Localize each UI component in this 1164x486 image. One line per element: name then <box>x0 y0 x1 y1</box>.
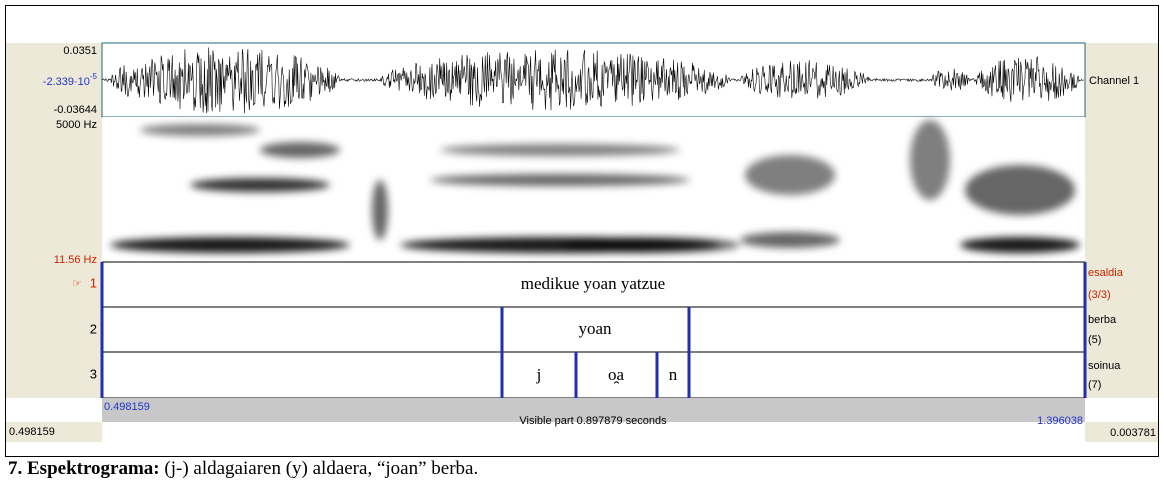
interval: n <box>669 365 678 384</box>
tier-number: 3 <box>90 366 97 381</box>
spectral-band <box>440 144 680 156</box>
tier-name: soinua <box>1088 360 1121 372</box>
interval: o̯a <box>608 365 625 384</box>
interval: j <box>536 365 542 384</box>
interval: yoan <box>578 319 612 338</box>
spectral-band <box>260 142 340 158</box>
spectral-band <box>960 237 1080 253</box>
tier-count: (5) <box>1088 334 1101 346</box>
spectral-band <box>965 165 1075 215</box>
spectral-band <box>372 180 388 240</box>
wave-max: 0.0351 <box>63 45 97 57</box>
end-time: 1.396038 <box>1037 415 1083 427</box>
channel: Channel 1 <box>1089 75 1139 87</box>
wave-mid-exp: -5 <box>90 72 98 81</box>
tier-name: esaldia <box>1088 267 1124 279</box>
spectral-band <box>110 237 350 253</box>
spectral-band <box>910 120 950 200</box>
wave-min: -0.03644 <box>54 104 97 116</box>
tier-number: 2 <box>90 321 97 336</box>
spectral-band <box>745 155 835 195</box>
spectral-band <box>740 232 840 248</box>
caption-text: (j-) aldagaiaren (y) aldaera, “joan” ber… <box>160 458 479 479</box>
page: 0.0351 -2.339·10-5 -0.03644 Channel 1 50… <box>0 0 1164 486</box>
spec-bottom: 11.56 Hz <box>54 254 97 266</box>
caption: 7. Espektrograma: (j-) aldagaiaren (y) a… <box>8 458 478 480</box>
tier-name: berba <box>1088 314 1117 326</box>
tier-pointer: ☞ <box>72 278 82 290</box>
right-total: 0.003781 <box>1110 427 1156 439</box>
tier-number: 1 <box>90 275 97 290</box>
spectral-band <box>140 124 260 136</box>
spec-top: 5000 Hz <box>56 119 97 131</box>
spectral-band <box>560 237 740 253</box>
start-time: 0.498159 <box>104 401 150 413</box>
caption-bold: 7. Espektrograma: <box>8 458 160 479</box>
visible-part: Visible part 0.897879 seconds <box>519 415 667 427</box>
praat-window: 0.0351 -2.339·10-5 -0.03644 Channel 1 50… <box>0 0 1164 458</box>
left-total: 0.498159 <box>9 426 55 438</box>
left-panel <box>6 43 102 398</box>
spectral-band <box>430 174 690 186</box>
spectral-band <box>190 178 330 192</box>
tier-count: (7) <box>1088 379 1101 391</box>
interval: medikue yoan yatzue <box>521 274 665 293</box>
tier-count: (3/3) <box>1088 289 1111 301</box>
wave-mid-base: -2.339·10 <box>43 76 90 88</box>
